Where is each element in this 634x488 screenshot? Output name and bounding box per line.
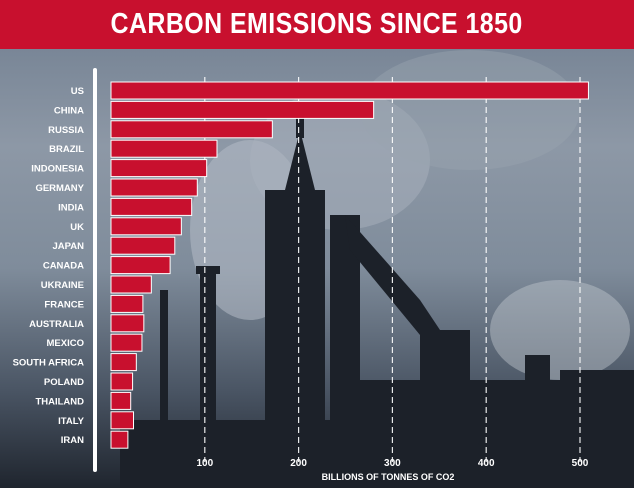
header-banner: CARBON EMISSIONS SINCE 1850 [0, 0, 634, 49]
bar-canada [110, 256, 171, 275]
category-label-iran: IRAN [61, 435, 84, 446]
bar-ukraine [110, 275, 152, 294]
category-label-australia: AUSTRALIA [29, 319, 84, 330]
bar-uk [110, 217, 182, 236]
category-label-us: US [71, 86, 84, 97]
bar-india [110, 197, 193, 216]
bar-iran [110, 430, 129, 449]
category-label-indonesia: INDONESIA [31, 164, 84, 175]
category-label-mexico: MEXICO [47, 338, 84, 349]
bar-russia [110, 120, 273, 139]
category-label-india: INDIA [58, 202, 84, 213]
chart-title: CARBON EMISSIONS SINCE 1850 [110, 8, 524, 40]
category-label-brazil: BRAZIL [49, 144, 84, 155]
category-label-poland: POLAND [44, 377, 84, 388]
category-label-china: CHINA [54, 105, 84, 116]
bar-mexico [110, 333, 143, 352]
bar-germany [110, 178, 198, 197]
bar-indonesia [110, 159, 208, 178]
x-tick-label-200: 200 [290, 458, 307, 469]
x-tick-labels: 100 200 300 400 500 [196, 458, 588, 469]
x-tick-label-500: 500 [572, 458, 589, 469]
category-label-japan: JAPAN [53, 241, 85, 252]
category-label-canada: CANADA [43, 261, 84, 272]
category-label-russia: RUSSIA [48, 125, 84, 136]
bar-italy [110, 411, 135, 430]
category-label-thailand: THAILAND [35, 396, 84, 407]
bar-us [110, 81, 589, 100]
bar-brazil [110, 139, 218, 158]
bar-poland [110, 372, 134, 391]
x-tick-label-400: 400 [478, 458, 495, 469]
bar-south-africa [110, 353, 137, 372]
category-label-ukraine: UKRAINE [41, 280, 84, 291]
category-label-italy: ITALY [58, 416, 85, 427]
bar-france [110, 294, 144, 313]
x-tick-label-100: 100 [196, 458, 213, 469]
category-label-south-africa: SOUTH AFRICA [13, 358, 85, 369]
category-label-germany: GERMANY [35, 183, 84, 194]
category-label-france: FRANCE [44, 299, 84, 310]
bar-japan [110, 236, 176, 255]
bar-china [110, 100, 375, 119]
category-labels: US CHINA RUSSIA BRAZIL INDONESIA GERMANY INDIA… [13, 86, 85, 446]
x-tick-label-300: 300 [384, 458, 401, 469]
x-axis-label: BILLIONS OF TONNES OF CO2 [322, 472, 455, 482]
bar-chart: US CHINA RUSSIA BRAZIL INDONESIA GERMANY INDIA… [13, 68, 589, 482]
bars [110, 81, 589, 449]
category-label-uk: UK [70, 222, 84, 233]
bar-australia [110, 314, 145, 333]
bar-thailand [110, 391, 132, 410]
